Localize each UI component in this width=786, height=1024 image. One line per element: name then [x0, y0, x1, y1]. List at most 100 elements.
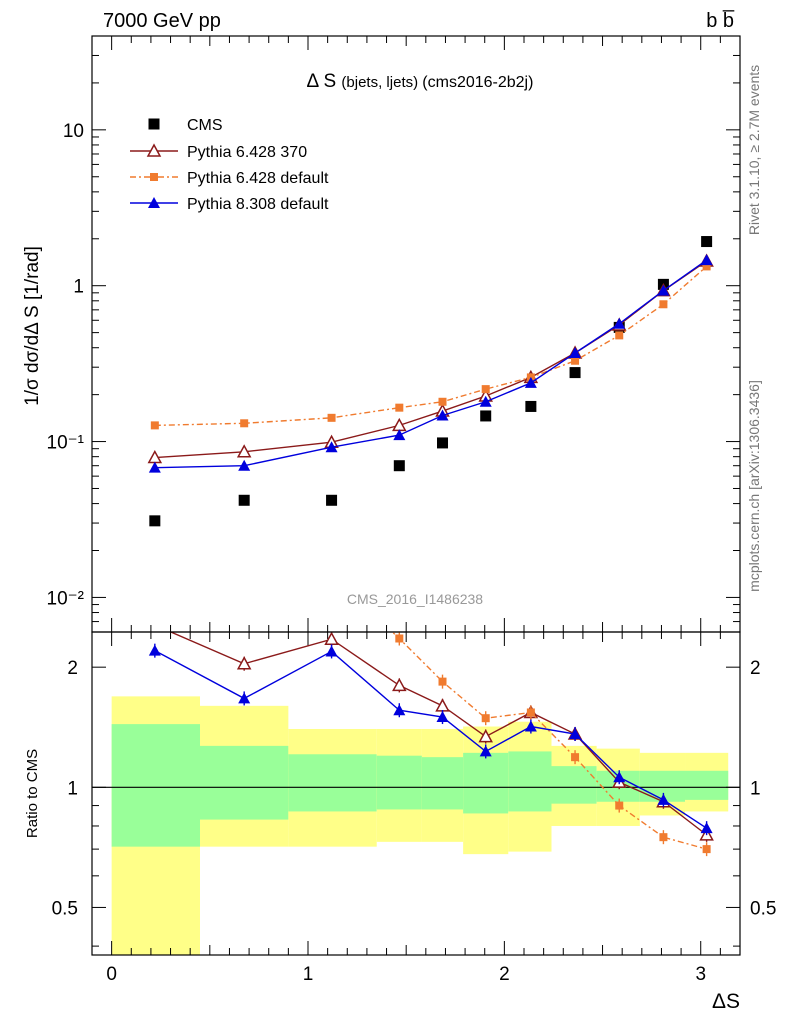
header-energy: 7000 GeV pp [103, 10, 221, 32]
legend-marker [148, 118, 160, 130]
ratio-data-point [615, 801, 624, 810]
data-point [395, 403, 404, 412]
ratio-data-point [657, 793, 670, 805]
main-data [147, 236, 714, 527]
green-band [463, 752, 509, 814]
green-band [288, 754, 377, 812]
ratio-y-label-right: 0.5 [750, 898, 776, 919]
ratio-data-point [659, 833, 668, 842]
data-point [240, 419, 249, 428]
watermark: CMS_2016_I1486238 [347, 591, 483, 607]
legend-marker [150, 173, 158, 181]
data-point [393, 460, 405, 472]
ratio-frame [91, 631, 741, 956]
data-point [481, 385, 490, 394]
ratio-data-point [392, 677, 407, 692]
series-line [154, 265, 708, 427]
data-point [238, 494, 250, 506]
data-point [480, 410, 492, 422]
ratio-data-point [571, 753, 580, 762]
green-band [551, 766, 597, 804]
data-point [437, 437, 449, 449]
ratio-data-point [151, 539, 159, 547]
data-point [393, 429, 406, 441]
ratio-data-point [395, 634, 404, 643]
legend-label: CMS [187, 117, 223, 134]
data-point [525, 400, 537, 412]
x-tick-label: 3 [695, 964, 706, 985]
ratio-data-point [700, 822, 713, 834]
ratio-data-point [236, 656, 252, 670]
header-process: b b̅ [706, 9, 734, 32]
x-axis-label: ΔS [712, 990, 740, 1013]
data-point [392, 417, 407, 432]
x-tick-label: 2 [499, 964, 510, 985]
data-point [569, 367, 581, 379]
data-point [571, 356, 580, 365]
legend-label: Pythia 8.308 default [187, 196, 329, 213]
mcplots-label: mcplots.cern.ch [arXiv:1306.3436] [746, 380, 762, 592]
data-point [327, 413, 336, 422]
legend-label: Pythia 6.428 default [187, 170, 329, 187]
legend-marker [148, 197, 160, 208]
ratio-data-point [479, 745, 492, 757]
ratio-data-point [148, 644, 161, 656]
legend-marker [146, 143, 162, 157]
ratio-data-point [325, 645, 338, 657]
y-axis-label: 1/σ dσ/dΔ S [1/rad] [22, 246, 43, 406]
ratio-data-point [240, 587, 248, 595]
rivet-label: Rivet 3.1.10, ≥ 2.7M events [746, 65, 762, 235]
green-band [111, 724, 200, 847]
series-line [154, 260, 708, 459]
data-point [524, 376, 537, 388]
ratio-data-point [328, 571, 336, 579]
y-tick-label: 1 [73, 277, 84, 298]
y-tick-label: 10⁻² [47, 588, 85, 609]
plot-title-sub: (bjets, ljets) [341, 74, 422, 91]
data-point [149, 515, 161, 527]
data-point [236, 444, 252, 458]
plot-title: Δ S (bjets, ljets) (cms2016-2b2j) [307, 71, 534, 92]
uncertainty-bands [111, 696, 729, 955]
ratio-data-point [569, 728, 582, 740]
ratio-data-point [435, 698, 450, 712]
data-point [657, 284, 670, 296]
data-point [325, 441, 338, 453]
ratio-y-label-left: 2 [67, 658, 78, 679]
ratio-data-point [481, 714, 490, 723]
ratio-data-point [438, 677, 447, 686]
ratio-panel: 0.5 0.5 1 1 2 2 0 1 2 3 ΔS Ratio to CMS [24, 539, 776, 1013]
data-point [238, 459, 251, 471]
green-band [508, 751, 552, 812]
ratio-y-label-left: 0.5 [52, 898, 78, 919]
y-tick-label: 10⁻¹ [47, 433, 85, 454]
ratio-data-point [702, 845, 711, 854]
data-point [659, 300, 668, 309]
plot-title-main: Δ S [307, 71, 342, 92]
series-line [154, 259, 708, 469]
ratio-data-point [478, 729, 493, 743]
x-tick-label: 0 [106, 964, 117, 985]
ratio-y-label-right: 1 [750, 778, 761, 799]
green-band [376, 755, 422, 810]
data-point [613, 317, 626, 329]
ratio-data-point [436, 711, 449, 723]
ratio-data-point [393, 704, 406, 716]
ratio-y-label-right: 2 [750, 658, 761, 679]
x-tick-label: 1 [303, 964, 314, 985]
green-band [200, 745, 289, 820]
green-band [421, 757, 464, 810]
data-point [148, 461, 161, 473]
ratio-data-point [613, 771, 626, 783]
ratio-data-point [238, 692, 251, 704]
data-point [326, 494, 338, 506]
plot-title-tag: (cms2016-2b2j) [422, 74, 533, 91]
ratio-data [148, 539, 714, 857]
legend-label: Pythia 6.428 370 [187, 144, 307, 161]
ratio-y-label-left: 1 [67, 778, 78, 799]
data-point [436, 409, 449, 421]
data-point [702, 262, 711, 271]
data-point [700, 254, 713, 266]
data-point [438, 397, 447, 406]
